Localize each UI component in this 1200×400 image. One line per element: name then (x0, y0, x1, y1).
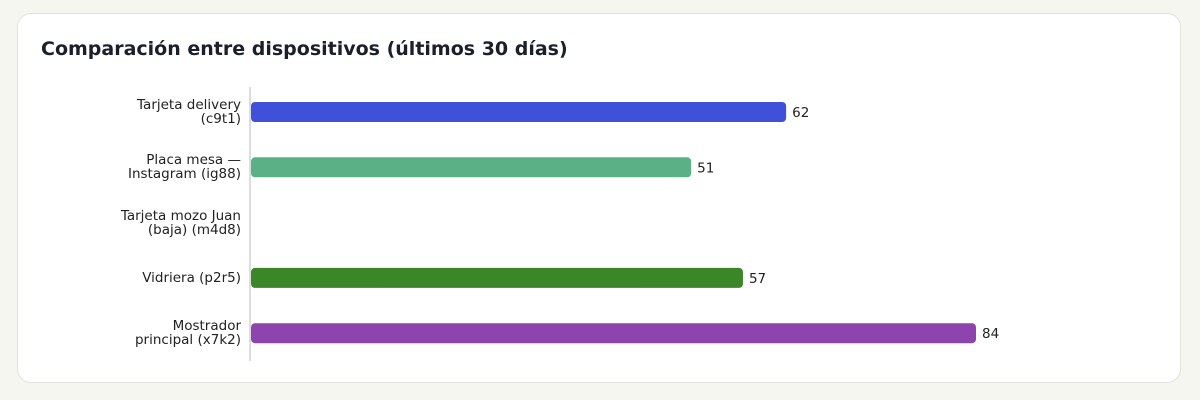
category-label: Tarjeta delivery (c9t1) (137, 97, 241, 127)
category-label: Tarjeta mozo Juan (baja) (m4d8) (120, 207, 241, 238)
value-label: 84 (982, 326, 999, 342)
bar (251, 157, 692, 178)
value-label: 57 (749, 271, 766, 287)
chart-card (17, 13, 1181, 383)
category-label: Placa mesa — Instagram (ig88) (127, 152, 241, 183)
bar (251, 102, 787, 122)
value-label: 51 (697, 160, 714, 176)
chart-title: Comparación entre dispositivos (últimos … (41, 38, 568, 60)
category-label: Vidriera (p2r5) (142, 269, 241, 286)
bar (251, 267, 743, 288)
category-label: Mostrador principal (x7k2) (134, 318, 241, 349)
bar (251, 323, 976, 344)
value-label: 62 (792, 105, 809, 121)
